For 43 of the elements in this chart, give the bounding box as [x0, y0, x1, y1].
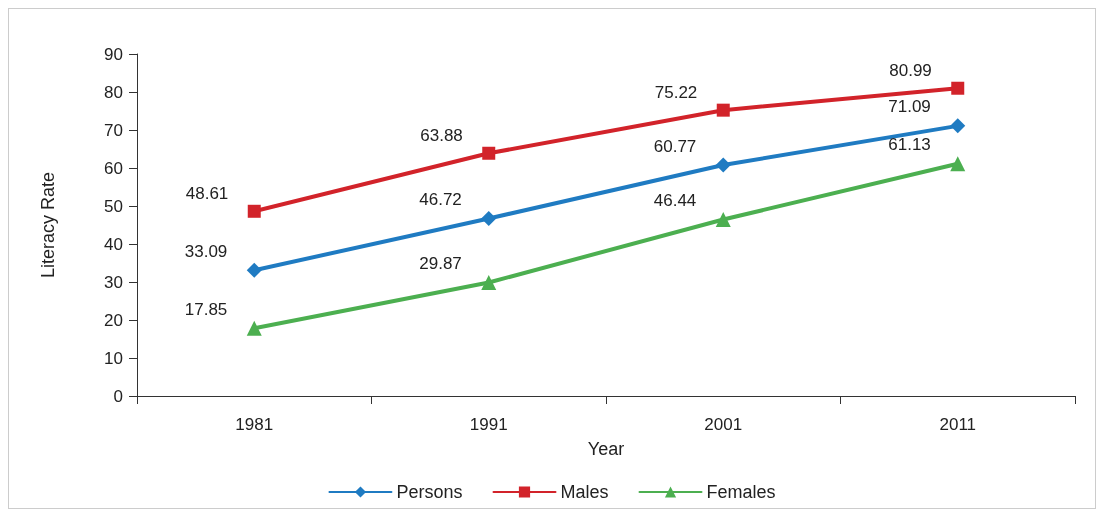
data-label: 71.09 [888, 97, 931, 117]
point [481, 274, 497, 290]
data-label: 63.88 [420, 125, 463, 145]
y-tick-label: 0 [113, 386, 123, 406]
legend-label: Females [706, 482, 776, 502]
legend-label: Persons [396, 482, 463, 502]
y-tick-label: 10 [104, 348, 123, 368]
x-tick-label: 1981 [235, 415, 274, 434]
x-tick-label: 2011 [939, 415, 977, 434]
data-label: 48.61 [185, 183, 229, 203]
data-label: 46.72 [419, 189, 462, 209]
legend-label: Males [560, 482, 609, 502]
point [246, 320, 262, 336]
point [246, 262, 262, 278]
point [950, 156, 966, 172]
point [716, 103, 730, 117]
y-tick-label: 40 [104, 234, 123, 254]
point [715, 157, 731, 173]
point [247, 204, 261, 218]
point [482, 146, 496, 160]
y-tick-label: 30 [104, 272, 123, 292]
point [951, 81, 965, 95]
x-tick-label: 2001 [704, 415, 743, 434]
data-label: 80.99 [889, 60, 932, 80]
point [715, 212, 731, 228]
data-label: 46.44 [653, 191, 697, 211]
y-tick-label: 90 [104, 44, 123, 64]
y-tick-label: 20 [104, 310, 123, 330]
data-label: 60.77 [653, 136, 697, 156]
y-tick-label: 60 [104, 158, 123, 178]
x-tick-label: 1991 [469, 415, 508, 434]
data-label: 17.85 [184, 299, 228, 319]
y-axis-title: Literacy Rate [38, 171, 58, 279]
data-label: 29.87 [419, 253, 462, 273]
data-label: 33.09 [184, 241, 228, 261]
y-tick-label: 80 [104, 82, 123, 102]
y-tick-label: 50 [104, 196, 123, 216]
x-axis-title: Year [587, 439, 625, 459]
point [950, 118, 966, 134]
data-label: 75.22 [654, 82, 698, 102]
point [481, 210, 497, 226]
data-label: 61.13 [888, 135, 931, 155]
y-tick-label: 70 [104, 120, 123, 140]
